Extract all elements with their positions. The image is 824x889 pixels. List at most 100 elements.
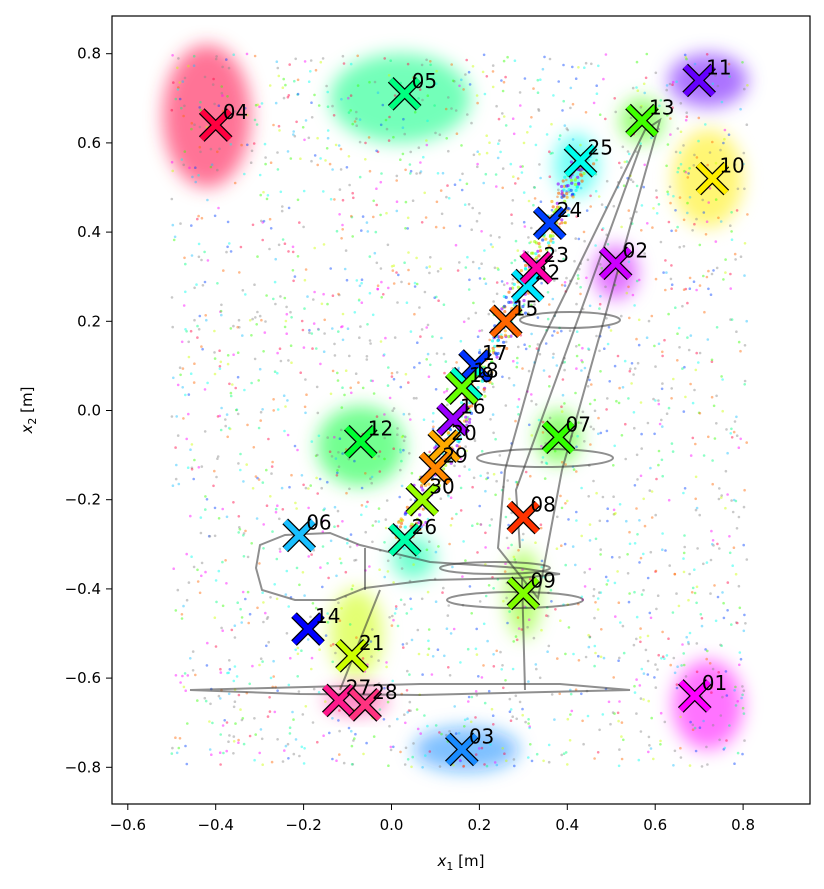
- scatter-point: [489, 243, 493, 246]
- scatter-point: [287, 206, 291, 210]
- scatter-point: [587, 633, 590, 637]
- scatter-point: [745, 319, 748, 323]
- scatter-point: [477, 675, 480, 678]
- scatter-point: [599, 370, 602, 373]
- scatter-point: [398, 495, 402, 499]
- scatter-point: [491, 64, 495, 67]
- scatter-point: [664, 549, 667, 552]
- scatter-point: [508, 697, 512, 701]
- scatter-point: [529, 125, 532, 128]
- scatter-point: [195, 283, 198, 286]
- scatter-point: [552, 330, 556, 333]
- scatter-point: [462, 765, 465, 768]
- scatter-point: [590, 62, 593, 66]
- scatter-point: [535, 752, 539, 756]
- scatter-point: [704, 123, 707, 126]
- y-tick-label: 0.6: [77, 134, 101, 152]
- scatter-point: [730, 211, 733, 214]
- scatter-point: [268, 247, 271, 251]
- scatter-point: [604, 117, 607, 121]
- scatter-point: [676, 170, 679, 174]
- scatter-point: [495, 763, 499, 767]
- scatter-point: [388, 724, 391, 728]
- scatter-point: [412, 76, 415, 79]
- scatter-point: [463, 203, 467, 206]
- scatter-point: [383, 541, 386, 544]
- scatter-point: [385, 499, 389, 502]
- scatter-point: [397, 520, 401, 524]
- scatter-point: [466, 717, 469, 720]
- scatter-point: [550, 248, 554, 252]
- scatter-point: [743, 87, 746, 91]
- scatter-point: [338, 213, 341, 216]
- scatter-point: [540, 460, 544, 464]
- scatter-point: [599, 431, 603, 435]
- scatter-point: [547, 760, 551, 764]
- scatter-point: [273, 710, 277, 714]
- scatter-point: [484, 489, 487, 493]
- scatter-point: [399, 450, 402, 454]
- scatter-point: [732, 498, 736, 502]
- scatter-point: [673, 572, 677, 576]
- scatter-point: [721, 378, 724, 381]
- scatter-point: [526, 131, 529, 134]
- scatter-point: [353, 459, 356, 463]
- scatter-point: [730, 499, 733, 502]
- scatter-point: [544, 237, 548, 241]
- scatter-point: [396, 433, 399, 437]
- scatter-point: [716, 542, 719, 546]
- scatter-point: [667, 220, 671, 224]
- scatter-point: [228, 668, 232, 671]
- scatter-point: [348, 487, 351, 491]
- scatter-point: [459, 339, 463, 343]
- scatter-point: [563, 284, 567, 287]
- scatter-point: [426, 73, 429, 76]
- scatter-point: [618, 656, 621, 660]
- scatter-point: [264, 611, 267, 615]
- scatter-point: [654, 663, 657, 666]
- scatter-point: [218, 349, 221, 353]
- scatter-point: [447, 666, 450, 669]
- scatter-point: [426, 119, 429, 123]
- scatter-point: [577, 237, 581, 241]
- scatter-point: [613, 364, 617, 368]
- scatter-point: [341, 452, 344, 455]
- scatter-point: [399, 556, 402, 559]
- marker-x: [533, 207, 566, 240]
- scatter-point: [176, 434, 180, 437]
- scatter-point: [693, 388, 696, 392]
- scatter-point: [451, 565, 454, 569]
- scatter-point: [745, 441, 748, 444]
- scatter-point: [733, 159, 737, 162]
- scatter-point: [293, 444, 297, 448]
- scatter-point: [745, 558, 749, 561]
- scatter-point: [605, 317, 608, 320]
- scatter-point: [571, 545, 575, 548]
- scatter-point: [221, 65, 224, 69]
- scatter-point: [743, 344, 747, 347]
- scatter-point: [538, 249, 543, 253]
- scatter-point: [196, 580, 200, 583]
- scatter-point: [640, 447, 643, 450]
- scatter-point: [242, 480, 245, 483]
- scatter-point: [633, 542, 637, 545]
- scatter-point: [331, 717, 334, 720]
- scatter-point: [278, 347, 282, 351]
- scatter-point: [243, 172, 246, 176]
- x-tick-label: −0.2: [285, 816, 321, 834]
- scatter-point: [426, 517, 430, 521]
- scatter-point: [216, 282, 219, 285]
- scatter-point: [199, 531, 203, 535]
- scatter-point: [281, 238, 285, 241]
- scatter-point: [685, 115, 689, 118]
- scatter-point: [617, 659, 620, 662]
- scatter-point: [710, 358, 714, 362]
- scatter-point: [743, 187, 746, 191]
- scatter-point: [693, 591, 697, 595]
- scatter-point: [303, 138, 306, 142]
- scatter-point: [686, 211, 689, 215]
- scatter-point: [313, 154, 317, 157]
- scatter-point: [527, 618, 531, 621]
- scatter-point: [174, 446, 177, 449]
- scatter-point: [508, 610, 511, 613]
